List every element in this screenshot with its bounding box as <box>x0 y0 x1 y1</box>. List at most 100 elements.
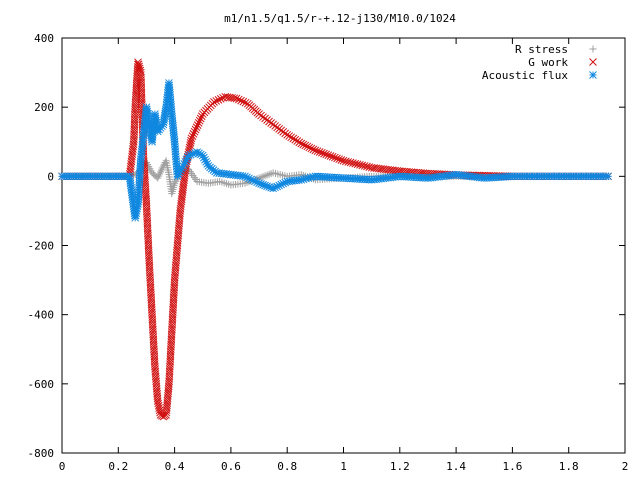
y-tick-label: -400 <box>28 309 55 322</box>
data-point <box>320 149 328 158</box>
data-point <box>315 148 324 156</box>
data-point <box>153 397 162 405</box>
data-point <box>346 158 355 167</box>
data-point <box>305 143 314 152</box>
data-point <box>299 140 308 149</box>
data-point <box>239 97 248 106</box>
x-tick-label: 1.6 <box>502 460 522 473</box>
data-point <box>358 161 367 170</box>
data-point <box>212 97 221 105</box>
series-1 <box>58 58 612 421</box>
data-point <box>234 95 243 104</box>
legend-label: R stress <box>515 43 568 56</box>
data-point <box>589 45 597 53</box>
data-point <box>287 133 296 142</box>
x-tick-label: 2 <box>622 460 629 473</box>
data-point <box>189 130 198 138</box>
legend-marker <box>589 71 597 79</box>
data-point <box>317 148 326 157</box>
data-point <box>301 141 310 150</box>
x-tick-label: 1 <box>340 460 347 473</box>
x-tick-label: 0.6 <box>221 460 241 473</box>
data-point <box>230 94 239 103</box>
x-tick-label: 0.2 <box>108 460 128 473</box>
y-tick-label: -600 <box>28 378 55 391</box>
data-point <box>313 147 322 156</box>
data-point <box>293 137 302 145</box>
data-point <box>283 130 292 139</box>
data-point <box>589 58 597 66</box>
chart-title: m1/n1.5/q1.5/r-+.12-j130/M10.0/1024 <box>224 12 456 25</box>
data-point <box>335 155 344 164</box>
data-point <box>216 95 225 103</box>
data-point <box>322 150 331 159</box>
data-point <box>309 145 318 154</box>
data-point <box>186 141 194 150</box>
data-point <box>192 123 201 132</box>
data-point <box>155 404 163 412</box>
y-tick-label: 0 <box>47 170 54 183</box>
y-tick-label: 200 <box>34 101 54 114</box>
data-point <box>360 162 369 170</box>
data-point <box>363 162 371 171</box>
axes: 0 0.2 0.4 0.6 0.8 1 1.2 1.4 1.6 1.8 2 400 200 0 -200 -4… <box>28 32 629 473</box>
x-tick-label: 1.4 <box>446 460 466 473</box>
data-point <box>344 158 353 166</box>
y-tick-label: -200 <box>28 240 55 253</box>
data-point <box>326 152 335 160</box>
x-tick-label: 0.4 <box>165 460 185 473</box>
data-point <box>188 132 197 140</box>
x-tick-label: 1.2 <box>390 460 410 473</box>
data-point <box>194 119 203 127</box>
data-point <box>232 94 241 103</box>
legend-marker <box>589 45 597 53</box>
data-point <box>210 98 218 106</box>
y-tick-label: 400 <box>34 32 54 45</box>
data-point <box>303 142 312 151</box>
data-point <box>339 156 348 165</box>
data-point <box>187 134 196 143</box>
data-point <box>196 114 205 123</box>
data-point <box>341 157 350 166</box>
data-point <box>297 139 306 148</box>
data-point <box>241 98 250 107</box>
data-point <box>291 135 300 144</box>
data-point <box>324 151 333 160</box>
data-point <box>307 144 316 153</box>
data-point <box>330 153 339 162</box>
x-tick-label: 0 <box>59 460 66 473</box>
legend-marker <box>589 58 597 66</box>
data-point <box>193 121 202 129</box>
data-point <box>351 159 360 168</box>
y-tick-label: -800 <box>28 447 55 460</box>
data-point <box>190 127 199 136</box>
data-point <box>214 96 223 104</box>
data-point <box>154 401 163 410</box>
data-point <box>353 160 362 169</box>
legend-label: Acoustic flux <box>482 69 568 82</box>
data-marks <box>58 58 612 421</box>
x-tick-label: 0.8 <box>277 460 297 473</box>
data-point <box>154 399 163 408</box>
data-point <box>356 160 364 169</box>
data-point <box>186 139 195 147</box>
data-point <box>604 172 612 181</box>
data-point <box>191 125 200 134</box>
data-point <box>237 96 245 105</box>
data-point <box>365 163 374 171</box>
data-point <box>289 134 298 143</box>
data-point <box>195 116 204 125</box>
data-point <box>187 136 195 145</box>
data-point <box>349 159 357 167</box>
legend-label: G work <box>528 56 568 69</box>
data-point <box>328 152 337 161</box>
data-point <box>589 71 597 79</box>
x-tick-label: 1.8 <box>559 460 579 473</box>
data-point <box>197 112 206 121</box>
data-point <box>337 156 346 164</box>
data-point <box>285 132 294 140</box>
series-2 <box>58 79 612 222</box>
data-point <box>311 146 320 155</box>
